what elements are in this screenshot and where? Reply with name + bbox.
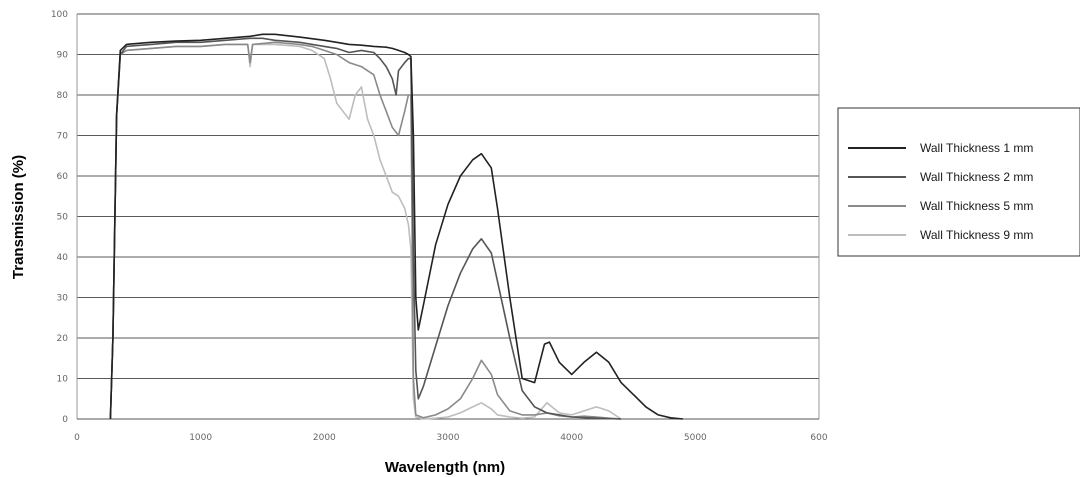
x-tick-label: 4000 [560,433,583,443]
gridlines [77,13,819,420]
y-axis-title: Transmission (%) [10,155,27,279]
legend-label: Wall Thickness 2 mm [920,170,1033,184]
x-tick-label: 0 [74,433,80,443]
y-tick-label: 30 [57,294,69,304]
x-tick-label: 1000 [189,433,212,443]
y-tick-label: 90 [57,51,69,61]
series-line-2 [109,37,622,420]
y-tick-label: 70 [57,132,69,142]
series-line-1 [109,33,684,420]
series-line-4 [109,43,622,420]
legend-label: Wall Thickness 5 mm [920,199,1033,213]
x-tick-label: 600 [810,433,827,443]
y-tick-label: 10 [57,375,69,385]
x-axis-title: Wavelength (nm) [385,459,505,476]
x-tick-label: 3000 [437,433,460,443]
x-tick-label: 2000 [313,433,336,443]
y-tick-label: 40 [57,253,69,263]
y-tick-labels: 0 10 20 30 40 50 60 70 80 90 100 [51,10,68,425]
legend: Wall Thickness 1 mm Wall Thickness 2 mm Wa… [837,107,1080,257]
x-tick-label: 5000 [684,433,707,443]
x-tick-labels: 0 1000 2000 3000 4000 5000 600 [74,433,828,443]
y-tick-label: 100 [51,10,68,20]
y-tick-label: 80 [57,91,69,101]
y-tick-label: 50 [57,213,69,223]
legend-label: Wall Thickness 1 mm [920,141,1033,155]
series-lines [109,33,684,420]
y-tick-label: 20 [57,334,69,344]
series-line-3 [109,41,622,420]
axes [76,14,820,420]
y-tick-label: 0 [62,415,68,425]
legend-label: Wall Thickness 9 mm [920,228,1033,242]
y-tick-label: 60 [57,172,69,182]
legend-box [837,107,1080,257]
